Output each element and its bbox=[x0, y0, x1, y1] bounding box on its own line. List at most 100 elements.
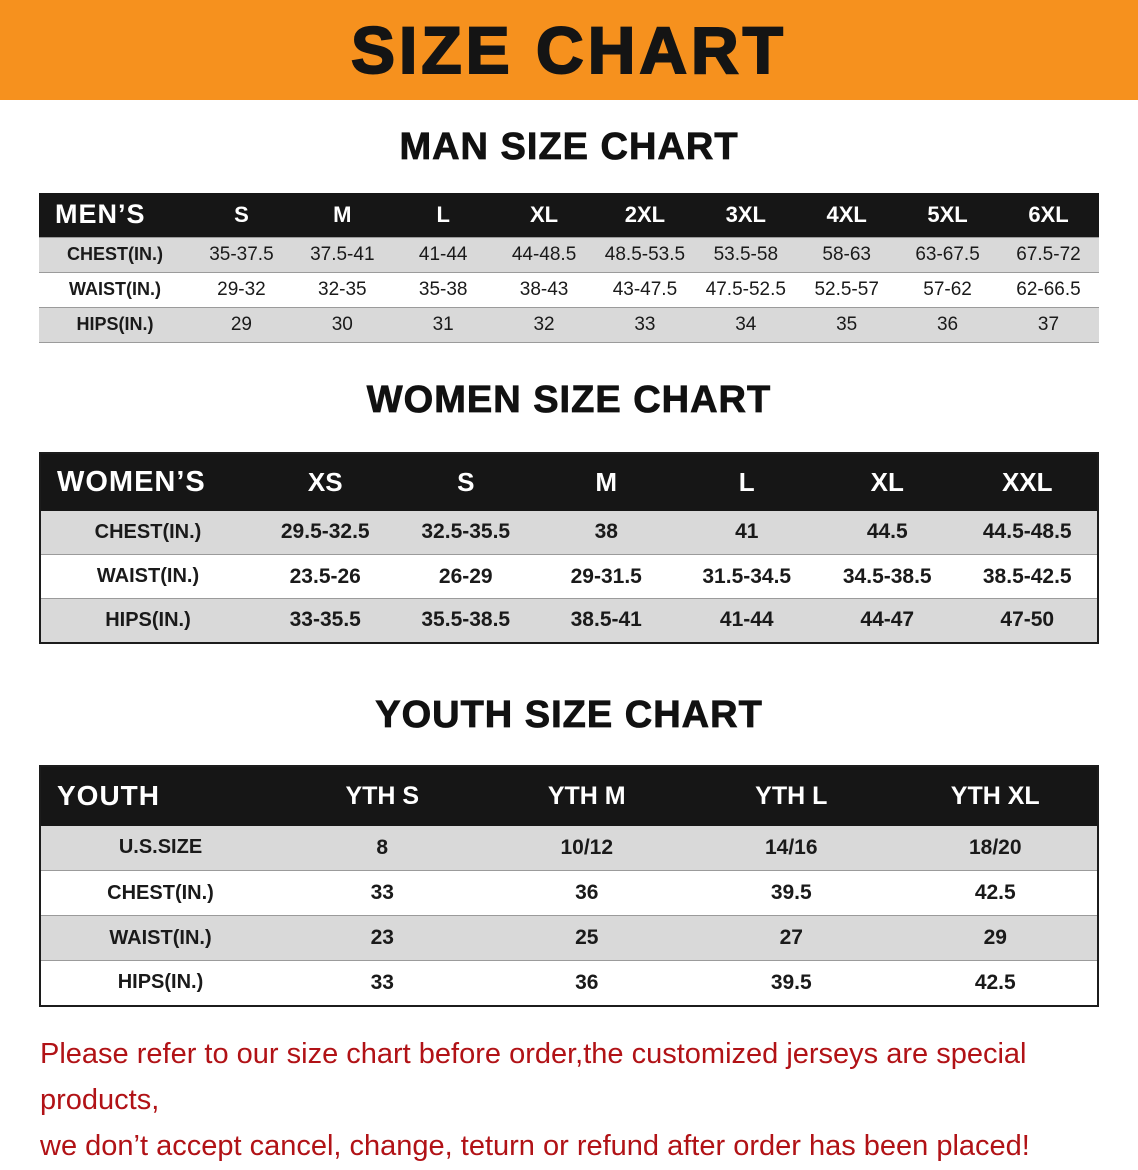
measurement-value: 26-29 bbox=[438, 564, 493, 588]
women-table-header-row: WOMEN’S XS S M L XL XXL bbox=[40, 452, 1098, 511]
men-size-column-header: S bbox=[234, 201, 249, 227]
youth-size-section: YOUTH SIZE CHART YOUTH YTH S YTH M YTH L YTH… bbox=[0, 693, 1138, 1007]
youth-table-title: YOUTH bbox=[57, 780, 160, 811]
measurement-value: 63-67.5 bbox=[915, 243, 980, 265]
footer-note-line1: Please refer to our size chart before or… bbox=[40, 1037, 1027, 1116]
measurement-value: 67.5-72 bbox=[1016, 243, 1081, 265]
measurement-value: 31.5-34.5 bbox=[702, 564, 792, 588]
women-size-column-header: XS bbox=[307, 466, 343, 497]
measurement-value: 33-35.5 bbox=[289, 608, 361, 632]
measurement-row-label: CHEST(IN.) bbox=[107, 881, 214, 904]
measurement-row-label: WAIST(IN.) bbox=[109, 926, 212, 949]
women-size-table: WOMEN’S XS S M L XL XXL CHEST(IN.) 29.5-32.5 32.5… bbox=[39, 451, 1099, 644]
size-chart-banner: SIZE CHART bbox=[0, 0, 1138, 100]
women-size-column-header: S bbox=[457, 466, 475, 497]
footer-note: Please refer to our size chart before or… bbox=[0, 1031, 1138, 1170]
youth-measurement-row: HIPS(IN.) 33 36 39.5 42.5 bbox=[40, 960, 1098, 1006]
men-table-header-row: MEN’S S M L XL 2XL 3XL 4XL 5XL 6XL bbox=[39, 193, 1099, 237]
youth-size-column-header: YTH S bbox=[345, 781, 420, 810]
measurement-value: 52.5-57 bbox=[814, 278, 879, 300]
measurement-value: 43-47.5 bbox=[612, 278, 678, 300]
men-size-column-header: 6XL bbox=[1028, 201, 1069, 227]
men-size-column-header: 3XL bbox=[725, 201, 766, 227]
measurement-row-label: HIPS(IN.) bbox=[117, 971, 204, 994]
measurement-value: 57-62 bbox=[923, 278, 972, 300]
measurement-value: 32 bbox=[533, 313, 555, 335]
measurement-value: 23 bbox=[370, 926, 394, 949]
measurement-value: 41-44 bbox=[418, 243, 468, 265]
men-size-column-header: XL bbox=[530, 201, 559, 227]
youth-measurement-row: WAIST(IN.) 23 25 27 29 bbox=[40, 915, 1098, 961]
youth-measurement-row: CHEST(IN.) 33 36 39.5 42.5 bbox=[40, 870, 1098, 916]
measurement-value: 34 bbox=[735, 313, 757, 335]
women-measurement-row: HIPS(IN.) 33-35.5 35.5-38.5 38.5-41 41-44 44-… bbox=[40, 598, 1098, 643]
men-size-column-header: 4XL bbox=[826, 201, 867, 227]
women-size-column-header: L bbox=[738, 466, 755, 497]
men-table-title: MEN’S bbox=[55, 199, 146, 230]
measurement-value: 42.5 bbox=[974, 970, 1016, 994]
youth-section-heading: YOUTH SIZE CHART bbox=[375, 693, 763, 736]
measurement-value: 36 bbox=[575, 970, 599, 994]
measurement-row-label: WAIST(IN.) bbox=[96, 565, 200, 587]
measurement-value: 32-35 bbox=[318, 278, 367, 300]
measurement-value: 32.5-35.5 bbox=[421, 520, 511, 544]
men-size-column-header: 2XL bbox=[624, 201, 666, 227]
measurement-row-label: HIPS(IN.) bbox=[76, 314, 154, 334]
women-measurement-row: WAIST(IN.) 23.5-26 26-29 29-31.5 31.5-34.5 34… bbox=[40, 554, 1098, 599]
banner-title: SIZE CHART bbox=[350, 12, 787, 88]
women-size-column-header: M bbox=[595, 466, 618, 497]
women-size-column-header: XL bbox=[870, 466, 904, 497]
measurement-value: 18/20 bbox=[968, 835, 1022, 859]
measurement-value: 44.5 bbox=[866, 520, 908, 544]
measurement-value: 33 bbox=[370, 881, 394, 904]
measurement-value: 35.5-38.5 bbox=[421, 608, 511, 632]
measurement-value: 44-47 bbox=[860, 608, 915, 632]
measurement-value: 44-48.5 bbox=[511, 243, 577, 265]
measurement-value: 48.5-53.5 bbox=[604, 243, 686, 265]
men-section-heading: MAN SIZE CHART bbox=[399, 126, 739, 169]
measurement-value: 38-43 bbox=[519, 278, 569, 300]
measurement-value: 25 bbox=[575, 926, 599, 949]
men-measurement-row: CHEST(IN.) 35-37.5 37.5-41 41-44 44-48.5 48.5… bbox=[39, 237, 1099, 272]
measurement-value: 58-63 bbox=[822, 243, 871, 265]
measurement-row-label: CHEST(IN.) bbox=[67, 244, 163, 264]
measurement-value: 47.5-52.5 bbox=[705, 278, 786, 300]
men-size-column-header: L bbox=[436, 201, 450, 227]
measurement-value: 41 bbox=[735, 520, 759, 544]
measurement-value: 37.5-41 bbox=[310, 243, 375, 265]
measurement-value: 38.5-42.5 bbox=[982, 564, 1072, 588]
measurement-value: 27 bbox=[779, 926, 803, 949]
measurement-value: 39.5 bbox=[770, 970, 812, 994]
youth-measurement-row: U.S.SIZE 8 10/12 14/16 18/20 bbox=[40, 825, 1098, 871]
men-size-section: MAN SIZE CHART MEN’S S M L XL 2XL 3XL 4XL 5XL 6XL… bbox=[0, 126, 1138, 343]
measurement-value: 31 bbox=[432, 313, 454, 335]
measurement-value: 38.5-41 bbox=[570, 608, 642, 632]
measurement-value: 36 bbox=[575, 881, 599, 904]
measurement-value: 35-38 bbox=[418, 278, 468, 300]
measurement-value: 62-66.5 bbox=[1016, 278, 1081, 300]
women-size-column-header: XXL bbox=[1001, 466, 1053, 497]
measurement-value: 33 bbox=[370, 970, 394, 994]
men-measurement-row: HIPS(IN.) 29 30 31 32 33 34 35 36 37 bbox=[39, 307, 1099, 342]
men-size-table: MEN’S S M L XL 2XL 3XL 4XL 5XL 6XL CHEST(IN.) 35-37… bbox=[39, 193, 1099, 343]
youth-size-column-header: YTH L bbox=[755, 781, 828, 810]
measurement-value: 39.5 bbox=[770, 881, 812, 904]
measurement-value: 42.5 bbox=[974, 881, 1016, 904]
measurement-value: 14/16 bbox=[764, 835, 818, 859]
youth-size-table: YOUTH YTH S YTH M YTH L YTH XL U.S.SIZE 8 10/12… bbox=[39, 764, 1099, 1007]
measurement-row-label: CHEST(IN.) bbox=[94, 520, 202, 543]
measurement-row-label: WAIST(IN.) bbox=[69, 279, 161, 299]
measurement-value: 34.5-38.5 bbox=[842, 564, 932, 588]
measurement-value: 37 bbox=[1037, 313, 1060, 335]
measurement-value: 30 bbox=[331, 313, 353, 335]
measurement-value: 8 bbox=[376, 835, 389, 859]
measurement-value: 29 bbox=[983, 926, 1007, 949]
measurement-value: 35 bbox=[836, 313, 858, 335]
youth-size-column-header: YTH XL bbox=[950, 781, 1040, 810]
measurement-value: 53.5-58 bbox=[713, 243, 779, 265]
measurement-value: 29-31.5 bbox=[570, 564, 642, 588]
men-measurement-row: WAIST(IN.) 29-32 32-35 35-38 38-43 43-47.5 47.… bbox=[39, 272, 1099, 307]
women-measurement-row: CHEST(IN.) 29.5-32.5 32.5-35.5 38 41 44.5 44.5… bbox=[40, 510, 1098, 555]
men-size-column-header: 5XL bbox=[927, 201, 968, 227]
women-section-heading: WOMEN SIZE CHART bbox=[366, 378, 772, 421]
